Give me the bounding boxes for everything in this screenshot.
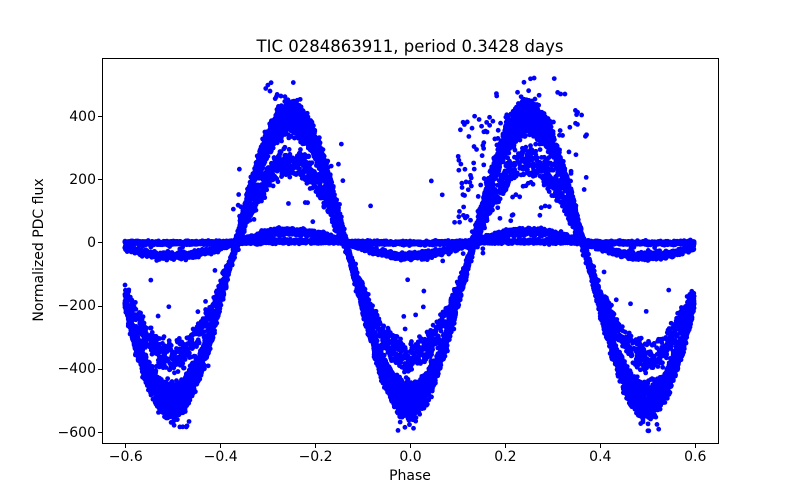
x-tick-label: 0.4: [589, 449, 612, 465]
x-tick-label: 0.6: [684, 449, 707, 465]
y-tick-label: 400: [69, 108, 96, 125]
x-tick-label: −0.6: [108, 449, 143, 465]
x-tick-label: −0.4: [203, 449, 238, 465]
y-axis-label: Normalized PDC flux: [31, 178, 47, 322]
x-tick-mark: [410, 444, 411, 448]
y-tick-mark: [98, 368, 102, 370]
x-tick-mark: [599, 444, 601, 448]
plot-area: [102, 58, 719, 444]
y-tick-mark: [98, 305, 102, 307]
y-tick-label: 200: [69, 171, 96, 188]
x-tick-mark: [504, 444, 506, 448]
y-tick-label: −600: [57, 424, 96, 441]
y-tick-mark: [98, 179, 102, 181]
x-tick-mark: [315, 444, 317, 448]
y-tick-mark: [98, 242, 102, 244]
x-tick-mark: [125, 444, 127, 448]
x-tick-mark: [694, 444, 696, 448]
y-tick-mark: [98, 432, 102, 434]
y-tick-mark: [98, 116, 102, 118]
x-tick-mark: [220, 444, 222, 448]
y-tick-label: 0: [87, 234, 96, 251]
x-tick-label: 0.2: [494, 449, 517, 465]
y-tick-label: −400: [57, 361, 96, 378]
x-tick-label: −0.2: [298, 449, 333, 465]
y-tick-label: −200: [57, 298, 96, 315]
x-axis-label: Phase: [389, 468, 431, 484]
x-tick-label: 0.0: [399, 449, 422, 465]
scatter-points-canvas: [103, 59, 718, 443]
plot-title: TIC 0284863911, period 0.3428 days: [256, 37, 564, 56]
